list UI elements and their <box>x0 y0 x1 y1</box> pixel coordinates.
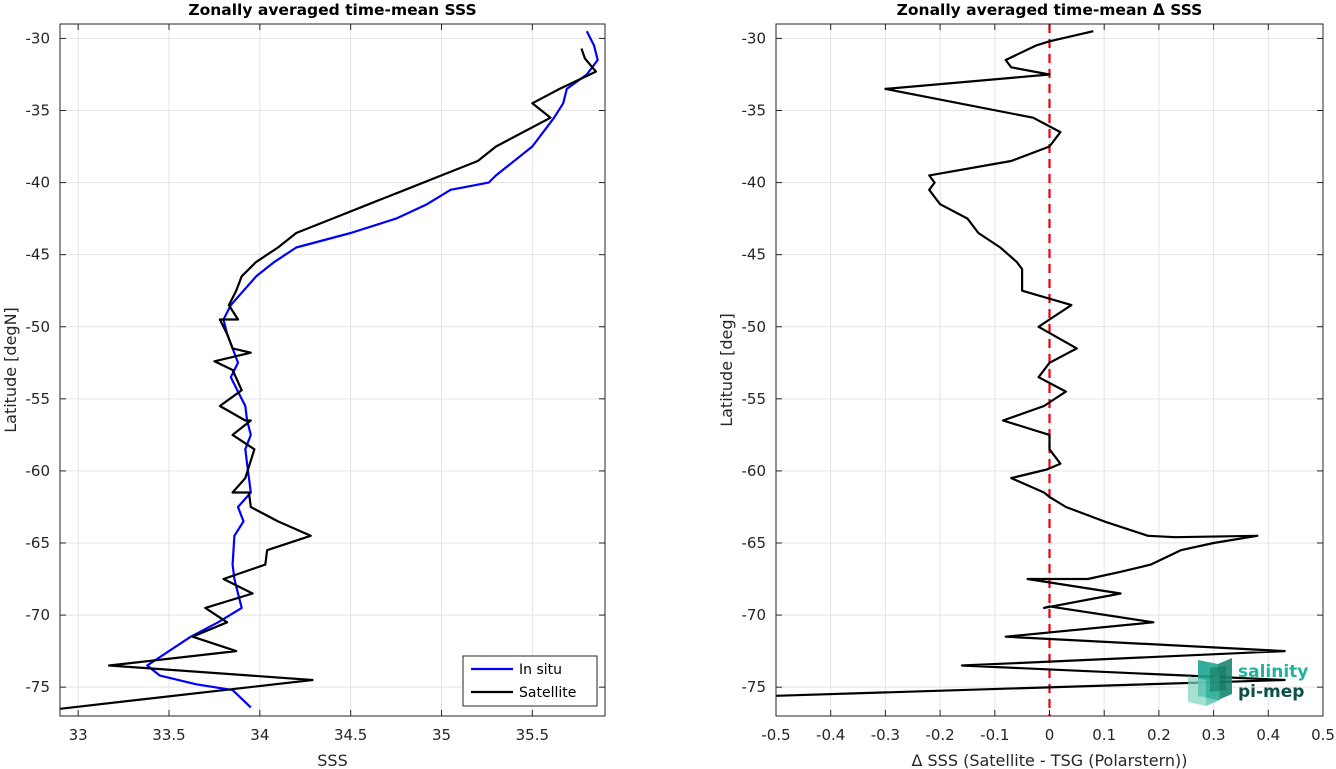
chart-panel-1: 33 33.5 34 34.5 35 35.5 -30 -35 -40 -45 -50 -55 -60 -… <box>1 1 606 769</box>
plot-area <box>60 24 605 716</box>
x-tick-label: -0.2 <box>925 726 954 744</box>
y-tick-label: -45 <box>742 246 767 264</box>
legend-label-in-situ: In situ <box>519 662 562 678</box>
y-tick-label: -30 <box>742 29 767 47</box>
x-tick-label: -0.4 <box>816 726 845 744</box>
logo-cube-icon <box>1188 658 1232 706</box>
y-tick-label: -30 <box>26 29 51 47</box>
y-tick-label: -50 <box>742 318 767 336</box>
x-tick-label: 34 <box>250 726 269 744</box>
y-tick-label: -35 <box>742 102 767 120</box>
y-tick-label: -65 <box>742 534 767 552</box>
x-tick-label: -0.5 <box>761 726 790 744</box>
legend-label-satellite: Satellite <box>519 685 576 701</box>
y-tick-label: -70 <box>26 606 51 624</box>
logo-text-salinity: salinity <box>1238 662 1308 682</box>
y-tick-label: -75 <box>26 678 51 696</box>
series-line-in-situ <box>146 30 599 709</box>
x-axis-label: SSS <box>317 751 347 769</box>
chart-title: Zonally averaged time-mean SSS <box>188 1 476 19</box>
y-tick-label: -60 <box>742 462 767 480</box>
x-tick-label: 0.5 <box>1311 726 1335 744</box>
legend-box <box>462 655 598 707</box>
x-axis-label: Δ SSS (Satellite - TSG (Polarstern)) <box>911 751 1187 769</box>
x-tick-label: 0 <box>1045 726 1055 744</box>
y-tick-label: -40 <box>26 174 51 192</box>
x-tick-label: 0.3 <box>1202 726 1226 744</box>
y-tick-label: -55 <box>26 390 51 408</box>
y-axis-label: Latitude [degN] <box>1 307 20 433</box>
y-tick-label: -75 <box>742 678 767 696</box>
chart-panel-2: -0.5 -0.4 -0.3 -0.2 -0.1 0 0.1 0.2 0.3 0.4 0.5 -30 -… <box>717 1 1335 769</box>
y-tick-label: -50 <box>26 318 51 336</box>
x-tick-label: 0.2 <box>1147 726 1171 744</box>
logo-text-pimep: pi-mep <box>1238 682 1304 702</box>
legend: In situ Satellite <box>462 655 598 707</box>
x-tick-label: 35.5 <box>516 726 549 744</box>
y-axis-label: Latitude [deg] <box>717 313 736 427</box>
chart-title: Zonally averaged time-mean Δ SSS <box>897 1 1203 19</box>
data-layer <box>60 30 599 710</box>
y-tick-label: -65 <box>26 534 51 552</box>
x-tick-label: -0.3 <box>871 726 900 744</box>
series-line-satellite <box>60 48 598 710</box>
x-tick-label: -0.1 <box>980 726 1009 744</box>
x-tick-label: 33.5 <box>152 726 185 744</box>
y-tick-label: -55 <box>742 390 767 408</box>
x-tick-label: 33 <box>69 726 88 744</box>
y-tick-label: -35 <box>26 102 51 120</box>
x-tick-label: 35 <box>432 726 451 744</box>
x-tick-label: 0.1 <box>1092 726 1116 744</box>
x-tick-label: 0.4 <box>1256 726 1280 744</box>
y-tick-label: -60 <box>26 462 51 480</box>
series-line-delta-sss <box>776 30 1286 697</box>
axes-frame <box>59 23 606 717</box>
y-tick-label: -40 <box>742 174 767 192</box>
y-tick-label: -45 <box>26 246 51 264</box>
data-layer <box>776 24 1286 716</box>
x-tick-label: 34.5 <box>334 726 367 744</box>
y-tick-label: -70 <box>742 606 767 624</box>
